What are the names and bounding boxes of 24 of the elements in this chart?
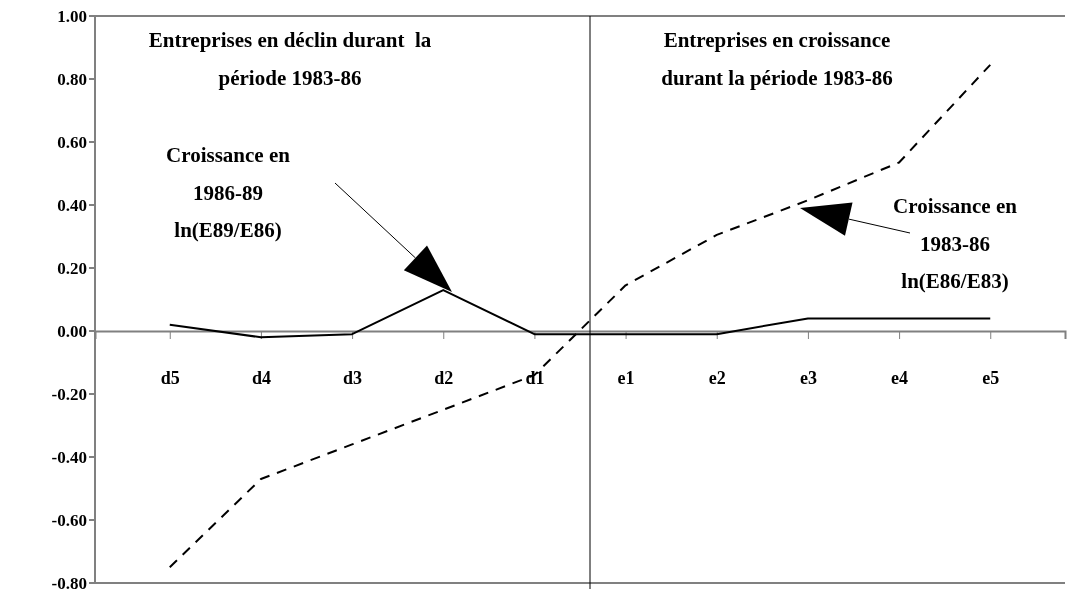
x-tick-label: d2 xyxy=(434,367,454,388)
y-tick-label: 0.80 xyxy=(57,69,87,89)
y-tick-label: -0.20 xyxy=(51,384,87,404)
x-tick-label: e1 xyxy=(617,367,635,388)
y-tick-label: -0.40 xyxy=(51,447,87,467)
x-tick-label: d4 xyxy=(251,367,271,388)
x-tick-label: e3 xyxy=(799,367,817,388)
annotation: Croissance en 1986-89 ln(E89/E86) xyxy=(166,143,291,242)
x-tick-label: e2 xyxy=(708,367,726,388)
annotation: Croissance en 1983-86 ln(E86/E83) xyxy=(893,194,1018,293)
y-tick-label: 1.00 xyxy=(57,6,87,26)
annotation: Entreprises en déclin durant la période 1983-86 xyxy=(148,28,432,90)
y-tick-label: 0.40 xyxy=(57,195,87,215)
y-tick-label: 0.00 xyxy=(57,321,87,341)
x-tick-label: d3 xyxy=(343,367,363,388)
annotation: Entreprises en croissance durant la période 1983-86 xyxy=(661,28,893,90)
x-tick-label: d5 xyxy=(160,367,180,388)
y-tick-label: 0.20 xyxy=(57,258,87,278)
y-tick-label: 0.60 xyxy=(57,132,87,152)
x-tick-label: e5 xyxy=(982,367,1000,388)
x-tick-label: e4 xyxy=(891,367,909,388)
y-tick-label: -0.60 xyxy=(51,510,87,530)
y-tick-label: -0.80 xyxy=(51,573,87,593)
x-tick-label: d1 xyxy=(525,367,545,388)
